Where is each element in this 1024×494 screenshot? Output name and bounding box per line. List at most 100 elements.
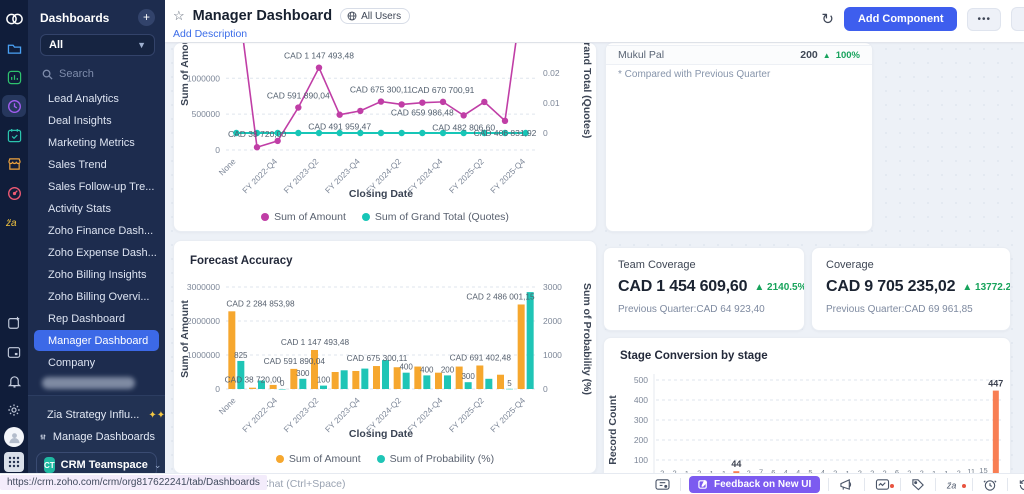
svg-text:300: 300 <box>461 372 475 381</box>
svg-text:1000000: 1000000 <box>187 73 220 83</box>
closing-date-line-chart-card[interactable]: 0 500000 1000000 0 0.01 0.02 CAD 38 720,00 CAD … <box>173 42 597 232</box>
gauge-icon[interactable] <box>2 182 26 204</box>
main-content: ☆ Manager Dashboard All Users Add Descri… <box>165 0 1024 494</box>
svg-text:FY 2025-Q2: FY 2025-Q2 <box>447 156 486 195</box>
user-avatar[interactable] <box>2 426 26 448</box>
storefront-icon[interactable] <box>2 153 26 175</box>
audience-badge[interactable]: All Users <box>340 8 411 24</box>
up-arrow-icon: ▲ <box>822 50 831 60</box>
tag-icon[interactable] <box>901 478 935 491</box>
add-dashboard-button[interactable]: + <box>138 9 155 26</box>
compose-icon[interactable] <box>2 312 26 334</box>
history-icon[interactable] <box>1008 478 1024 492</box>
sidebar-item-zia-strategy[interactable]: z̈a Zia Strategy Influ... ✦✦ <box>28 404 165 426</box>
svg-text:400: 400 <box>634 395 648 405</box>
sidebar-item-sales-follow-up-tre[interactable]: Sales Follow-up Tre... <box>48 180 155 193</box>
sidebar-item-activity-stats[interactable]: Activity Stats <box>48 202 111 215</box>
svg-text:0: 0 <box>215 145 220 155</box>
kpi-value: CAD 9 705 235,02 <box>826 278 956 295</box>
dashboards-clock-icon[interactable] <box>2 95 26 117</box>
svg-text:FY 2022-Q4: FY 2022-Q4 <box>240 395 279 434</box>
analytics-icon[interactable] <box>2 66 26 88</box>
dashboard-header: ☆ Manager Dashboard All Users Add Descri… <box>165 0 1024 42</box>
line-chart: 0 500000 1000000 0 0.01 0.02 CAD 38 720,00 CAD … <box>179 43 593 200</box>
sliders-icon <box>40 434 46 440</box>
sidebar-item-rep-dashboard[interactable]: Rep Dashboard <box>48 312 126 325</box>
svg-text:CAD 2 486 001,15: CAD 2 486 001,15 <box>466 291 535 301</box>
forecast-accuracy-card[interactable]: Forecast Accuracy 0 1000000 2000000 3000000… <box>173 240 597 473</box>
signals-icon[interactable] <box>865 478 900 491</box>
zia-icon[interactable]: z̈a <box>2 211 26 233</box>
manage-dashboards-label: Manage Dashboards <box>52 431 155 443</box>
sidebar-item-zoho-expense-dash[interactable]: Zoho Expense Dash... <box>48 246 157 259</box>
svg-text:2: 2 <box>672 469 676 473</box>
chevron-down-icon: ▼ <box>137 40 146 50</box>
alarm-icon[interactable] <box>973 478 1007 492</box>
kpi-delta: ▲ 13772.2% <box>962 281 1011 293</box>
svg-text:100: 100 <box>634 455 648 465</box>
legend-item[interactable]: Sum of Probability (%) <box>376 453 494 465</box>
add-component-button[interactable]: Add Component <box>843 7 958 31</box>
svg-text:300: 300 <box>296 369 310 378</box>
stage-conversion-card[interactable]: Stage Conversion by stage 100 200 300 400 50… <box>603 337 1011 473</box>
legend-item[interactable]: Sum of Amount <box>261 211 346 223</box>
pencil-square-icon <box>698 479 708 489</box>
svg-text:2: 2 <box>870 469 874 473</box>
svg-text:1: 1 <box>932 469 936 473</box>
svg-text:200: 200 <box>441 365 455 374</box>
sidebar-item-lead-analytics[interactable]: Lead Analytics <box>48 92 119 105</box>
feedback-button[interactable]: Feedback on New UI <box>689 476 821 493</box>
sidebar-search-input[interactable]: Search <box>28 64 165 88</box>
svg-text:FY 2025-Q2: FY 2025-Q2 <box>447 395 486 434</box>
svg-text:1000000: 1000000 <box>187 350 220 360</box>
sidebar-item-sales-trend[interactable]: Sales Trend <box>48 158 107 171</box>
apps-grid-icon[interactable] <box>2 452 26 476</box>
svg-text:0: 0 <box>543 128 548 138</box>
team-coverage-card[interactable]: Team Coverage CAD 1 454 609,60 ▲ 2140.5%… <box>603 247 805 331</box>
sidebar-item-company[interactable]: Company <box>48 356 96 369</box>
sidebar-item-manage-dashboards[interactable]: Manage Dashboards <box>28 426 165 448</box>
more-options-button[interactable]: ••• <box>967 7 1001 31</box>
zia-icon[interactable]: z̈a <box>936 479 972 491</box>
toolbar-separator <box>935 478 937 491</box>
teamspace-selector[interactable]: CT CRM Teamspace ⌄ <box>36 452 161 478</box>
panel-icon[interactable] <box>2 341 26 363</box>
megaphone-icon[interactable] <box>829 478 864 491</box>
sidebar-item-zoho-finance-dash[interactable]: Zoho Finance Dash... <box>48 224 154 237</box>
refresh-icon[interactable]: ↻ <box>821 10 834 28</box>
dashboard-filter-dropdown[interactable]: All ▼ <box>40 34 155 56</box>
zoho-logo-icon[interactable] <box>2 8 26 30</box>
svg-text:400: 400 <box>399 363 413 372</box>
add-description-link[interactable]: Add Description <box>173 28 248 40</box>
folder-icon[interactable] <box>2 37 26 59</box>
svg-text:2: 2 <box>858 469 862 473</box>
sidebar-item-zoho-billing-overvi[interactable]: Zoho Billing Overvi... <box>48 290 150 303</box>
calendar-check-icon[interactable] <box>2 124 26 146</box>
leaderboard-footnote: * Compared with Previous Quarter <box>618 69 771 80</box>
svg-text:500000: 500000 <box>192 109 221 119</box>
collapsed-edge-button[interactable] <box>1011 7 1024 31</box>
sidebar-item-marketing-metrics[interactable]: Marketing Metrics <box>48 136 135 149</box>
kpi-title: Team Coverage <box>618 259 696 271</box>
sidebar-item-manager-dashboard[interactable]: Manager Dashboard <box>34 330 159 351</box>
gear-icon[interactable] <box>2 399 26 421</box>
legend-item[interactable]: Sum of Amount <box>275 453 361 465</box>
leaderboard-card[interactable]: Mukul Pal 200 ▲ 100% * Compared with Pre… <box>605 42 873 232</box>
coverage-card[interactable]: Coverage CAD 9 705 235,02 ▲ 13772.2% Pre… <box>811 247 1011 331</box>
sidebar-item-deal-insights[interactable]: Deal Insights <box>48 114 112 127</box>
legend-item[interactable]: Sum of Grand Total (Quotes) <box>361 211 509 223</box>
toolbar-separator <box>828 478 830 491</box>
sidebar-item-redacted[interactable] <box>42 377 135 389</box>
board-icon[interactable] <box>645 478 680 491</box>
favorite-star-icon[interactable]: ☆ <box>173 8 185 23</box>
svg-text:CAD 406 831,92: CAD 406 831,92 <box>474 128 537 138</box>
bell-icon[interactable] <box>2 370 26 392</box>
svg-text:6: 6 <box>895 468 899 473</box>
chevron-down-icon: ⌄ <box>153 459 162 470</box>
sidebar-item-zoho-billing-insights[interactable]: Zoho Billing Insights <box>48 268 147 281</box>
chart-legend: Sum of Amount Sum of Grand Total (Quotes) <box>174 211 596 223</box>
svg-text:0: 0 <box>280 379 285 388</box>
svg-text:0.01: 0.01 <box>543 98 560 108</box>
svg-text:2: 2 <box>883 469 887 473</box>
